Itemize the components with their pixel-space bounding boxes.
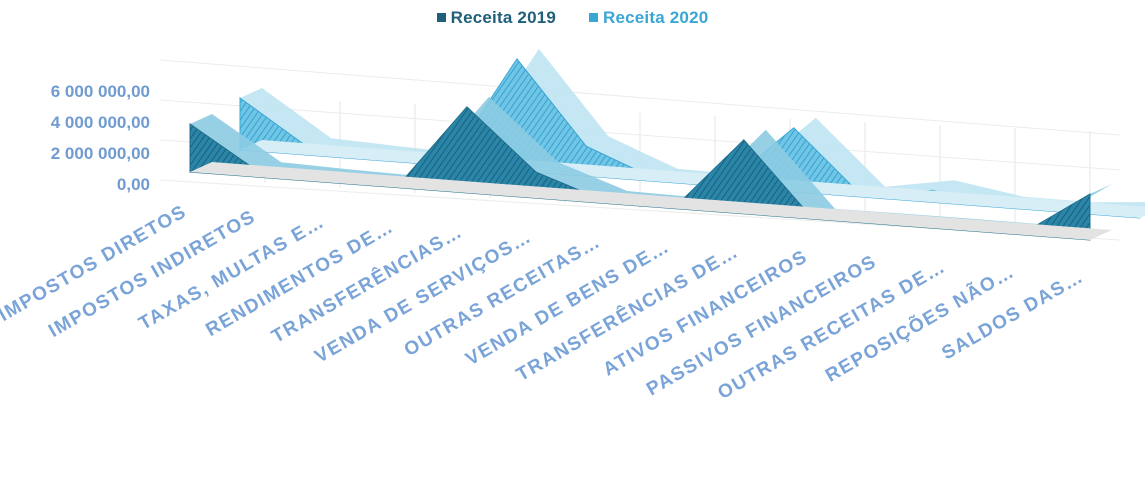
legend-item-2019[interactable]: Receita 2019 [436,8,557,28]
chart-legend: Receita 2019 Receita 2020 [0,8,1145,28]
legend-swatch-2020 [588,13,598,22]
y-axis: 0,00 2 000 000,00 4 000 000,00 6 000 000,00 [51,82,150,194]
y-tick-label: 2 000 000,00 [51,144,150,163]
legend-item-2020[interactable]: Receita 2020 [588,8,709,28]
legend-label-2019: Receita 2019 [450,8,557,27]
y-tick-label: 6 000 000,00 [51,82,150,101]
y-tick-label: 0,00 [117,175,150,194]
gridline [159,59,1121,136]
series-layer [189,48,1145,241]
gridline [159,99,1121,171]
y-tick-label: 4 000 000,00 [51,113,150,132]
legend-swatch-2019 [436,13,446,22]
series-receita-2019 [189,96,1112,241]
legend-label-2020: Receita 2020 [602,8,709,27]
series-floor [190,162,1112,240]
series-top-band [240,48,1145,213]
